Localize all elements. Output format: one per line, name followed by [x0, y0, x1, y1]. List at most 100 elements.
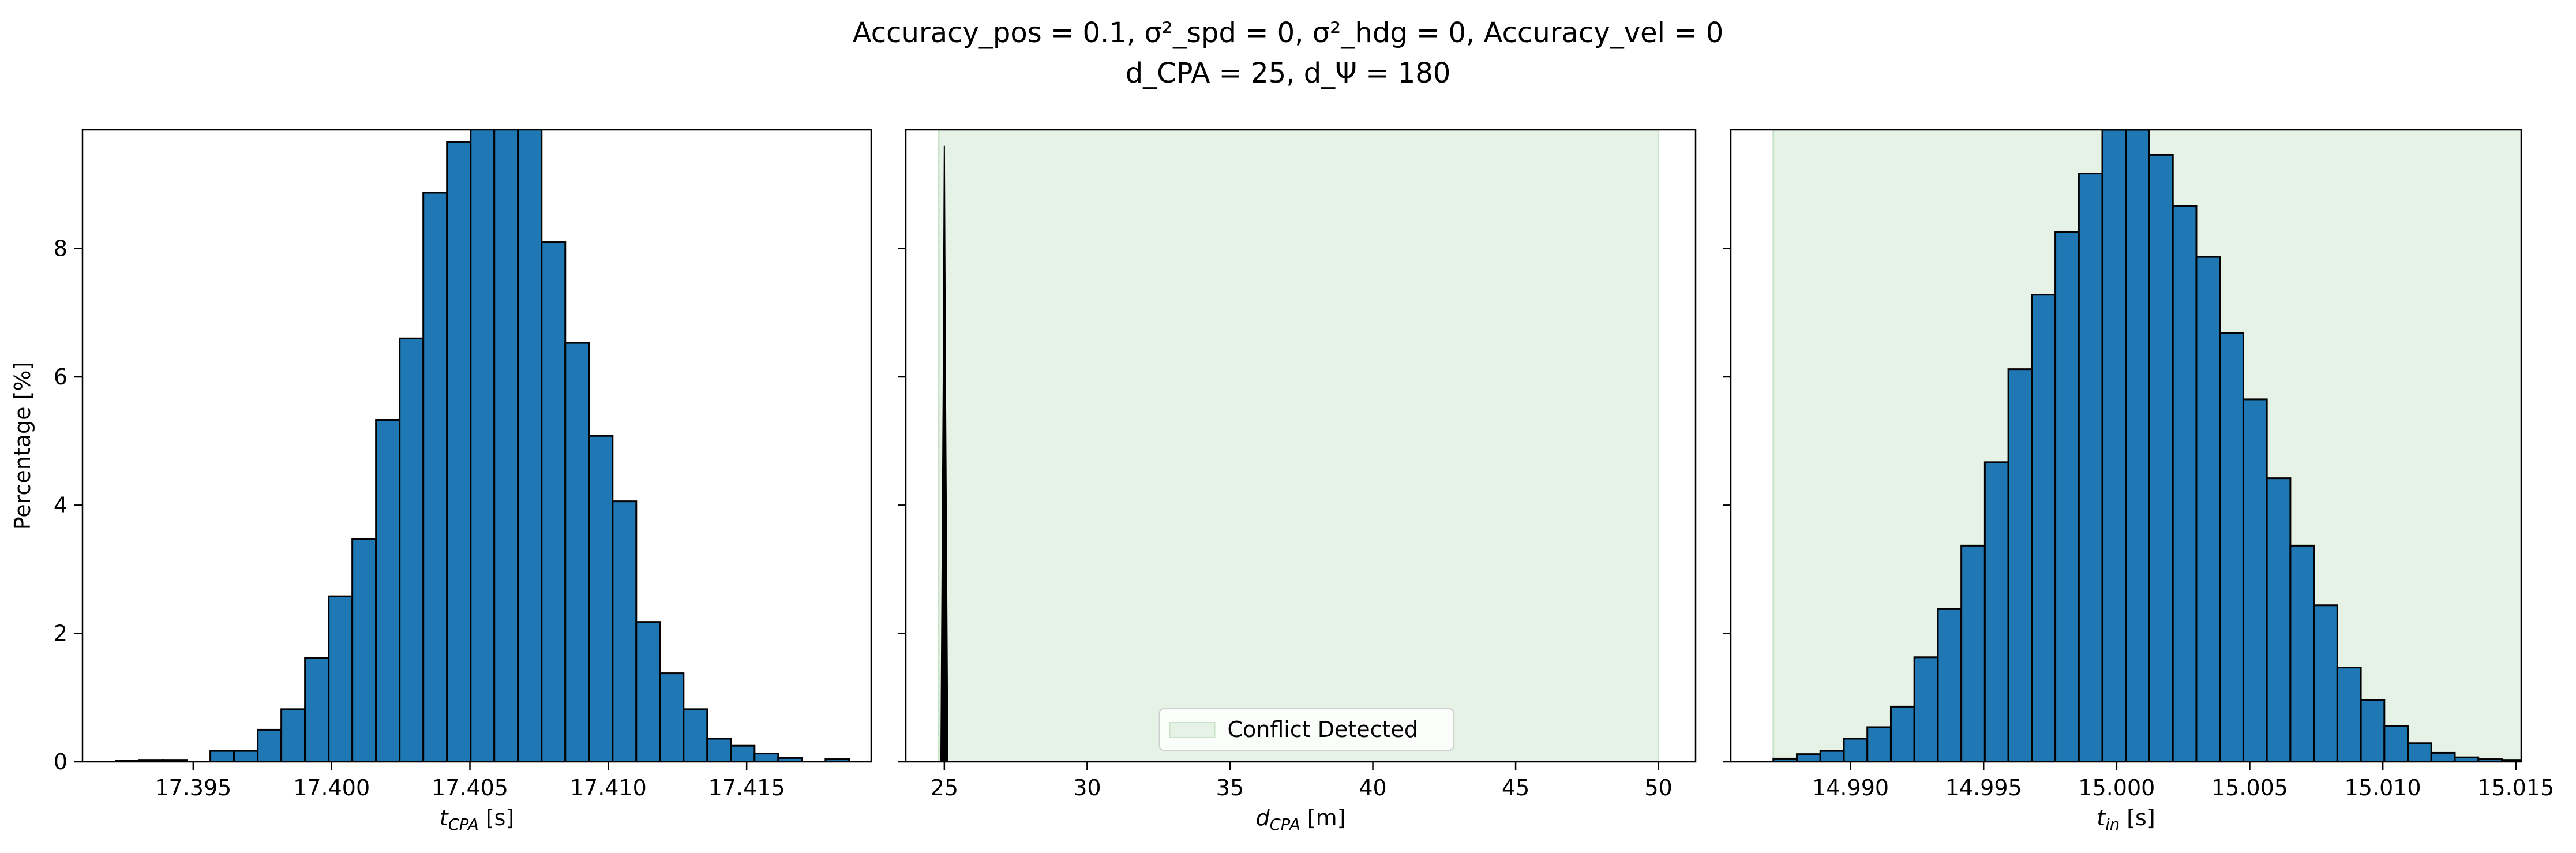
axes-frame	[81, 129, 872, 763]
x-tick-label: 25	[931, 775, 958, 800]
x-tick-label: 15.010	[2345, 775, 2421, 800]
histogram-bar	[635, 621, 661, 762]
y-tick-label: 0	[54, 749, 68, 775]
histogram-bar	[2078, 173, 2103, 762]
y-tick-label: 6	[54, 364, 68, 390]
histogram-bar	[2242, 398, 2268, 762]
x-axis-label: dCPA [m]	[1256, 805, 1346, 834]
histogram-bar	[777, 757, 803, 762]
histogram-bar	[209, 750, 235, 762]
histogram-bar	[399, 337, 425, 762]
x-tick-label: 15.000	[2078, 775, 2155, 800]
axes-frame	[1730, 129, 2522, 763]
histogram-bar	[541, 241, 567, 762]
panel-left	[74, 129, 872, 770]
histogram-bar	[706, 738, 732, 762]
x-tick-label: 14.995	[1945, 775, 2022, 800]
histogram-bar	[2054, 231, 2080, 762]
histogram-bar	[2266, 477, 2292, 762]
title-line-1: Accuracy_pos = 0.1, σ²_spd = 0, σ²_hdg =…	[0, 13, 2576, 53]
histogram-bar	[1937, 608, 1963, 762]
y-axis-label: Percentage [%]	[10, 362, 35, 530]
plot-area-middle	[938, 130, 1660, 762]
histogram-bar	[233, 750, 259, 762]
histogram-bar	[2289, 544, 2315, 762]
x-tick-label: 15.005	[2211, 775, 2288, 800]
histogram-bar	[2172, 205, 2198, 762]
histogram-bar	[1913, 656, 1939, 762]
histogram-bar	[2313, 604, 2338, 762]
x-tick-label: 17.405	[432, 775, 508, 800]
histogram-bar	[730, 744, 756, 762]
legend-label: Conflict Detected	[1228, 717, 1418, 742]
figure-title: Accuracy_pos = 0.1, σ²_spd = 0, σ²_hdg =…	[0, 13, 2576, 93]
x-tick-label: 14.990	[1812, 775, 1889, 800]
panel-middle: Conflict Detected	[898, 129, 1697, 770]
histogram-bar	[351, 538, 377, 762]
x-tick-label: 17.400	[293, 775, 370, 800]
histogram-bar	[2148, 154, 2174, 762]
x-tick-label: 50	[1644, 775, 1672, 800]
histogram-bar	[2383, 725, 2409, 762]
plot-area-left	[115, 130, 850, 762]
histogram-bar	[1889, 705, 1915, 762]
histogram-bar	[2125, 130, 2151, 762]
y-tick-label: 4	[54, 492, 68, 518]
histogram-bar	[1819, 750, 1845, 762]
histogram-bar	[1983, 461, 2009, 762]
legend: Conflict Detected	[1158, 708, 1454, 751]
panel-right	[1723, 129, 2522, 770]
histogram-bar	[1843, 738, 1869, 762]
histogram-bar	[470, 130, 496, 762]
histogram-bar	[2407, 742, 2432, 762]
x-tick-label: 35	[1216, 775, 1244, 800]
histogram-bar	[257, 728, 283, 762]
histogram-bar	[446, 141, 472, 762]
x-tick-label: 40	[1359, 775, 1386, 800]
histogram-bar	[588, 435, 614, 762]
histogram-bar	[564, 342, 590, 762]
histogram-bar	[683, 708, 708, 762]
title-line-2-text: d_CPA = 25, d_Ψ = 180	[1125, 57, 1451, 89]
histogram-bar	[517, 130, 543, 762]
legend-swatch	[1169, 722, 1216, 738]
x-tick-label: 17.410	[570, 775, 647, 800]
title-line-2: d_CPA = 25, d_Ψ = 180	[0, 53, 2576, 93]
histogram-bar	[2101, 130, 2127, 762]
histogram-bar	[1796, 753, 1821, 762]
x-tick-label: 45	[1502, 775, 1529, 800]
x-tick-label: 15.015	[2477, 775, 2554, 800]
title-line-1-text: Accuracy_pos = 0.1, σ²_spd = 0, σ²_hdg =…	[852, 17, 1724, 49]
x-axis-label: tin [s]	[2097, 805, 2155, 834]
x-tick-label: 17.395	[155, 775, 231, 800]
axes-frame	[905, 129, 1697, 763]
x-axis-label: tCPA [s]	[440, 805, 514, 834]
legend-box	[1158, 708, 1454, 751]
histogram-bar	[328, 595, 354, 762]
histogram-bar	[493, 130, 519, 762]
histogram-bar	[612, 500, 638, 762]
y-tick-label: 8	[54, 236, 68, 261]
plot-area-right	[1772, 130, 2521, 762]
histogram-bar	[2430, 751, 2456, 762]
distribution-spike	[940, 145, 948, 762]
histogram-bar	[2360, 699, 2386, 762]
histogram-bar	[2007, 368, 2033, 762]
x-tick-label: 17.415	[708, 775, 785, 800]
conflict-region	[938, 130, 1660, 762]
histogram-bar	[2031, 294, 2057, 762]
histogram-bar	[2336, 667, 2362, 762]
histogram-bar	[375, 418, 401, 762]
histogram-bar	[753, 753, 779, 762]
histogram-bar	[824, 758, 850, 762]
histogram-bar	[422, 192, 448, 762]
y-tick-label: 2	[54, 621, 68, 646]
histogram-bar	[2219, 332, 2244, 762]
histogram-bar	[304, 657, 330, 762]
histogram-bar	[659, 672, 685, 762]
histogram-bar	[280, 708, 306, 762]
histogram-bar	[1866, 726, 1892, 762]
x-tick-label: 30	[1073, 775, 1101, 800]
histogram-bar	[2195, 256, 2221, 762]
